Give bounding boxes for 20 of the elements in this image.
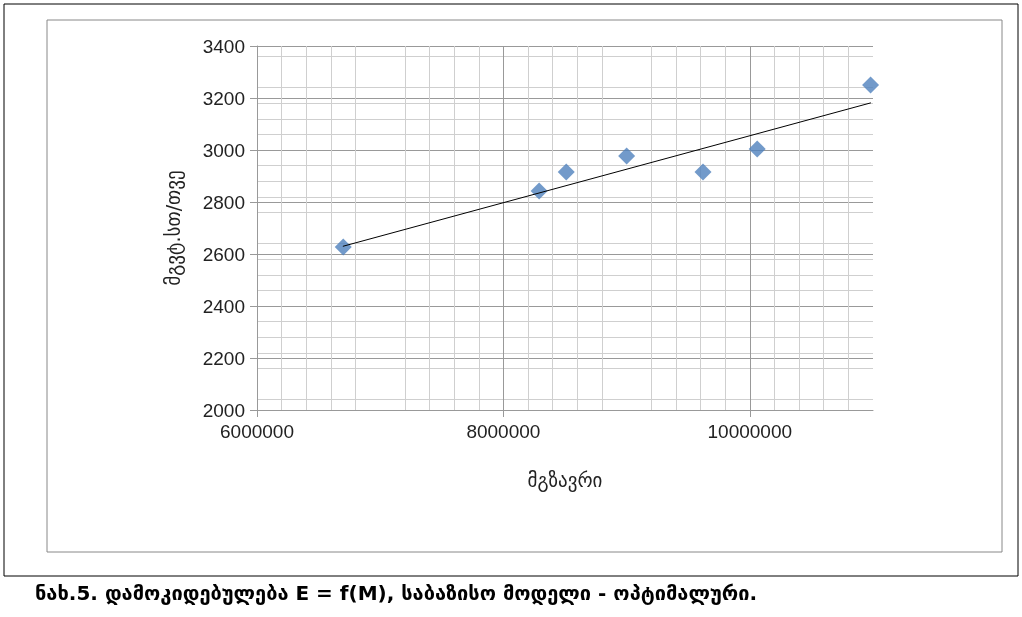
y-tick-label: 3400 [202, 35, 245, 57]
x-axis-title: მგზავრი [527, 468, 603, 492]
y-tick-label: 3200 [202, 87, 245, 109]
text: ნახ.5. დამოკიდებულება E = f(M), საბაზისო მოდელი - ოპტიმალური. [35, 581, 758, 605]
y-axis-title: მგვტ.სთ/თვე [161, 170, 185, 286]
y-tick-label: 3000 [202, 139, 245, 161]
point [334, 238, 352, 256]
point [862, 76, 880, 94]
point [694, 163, 712, 181]
y-tick-label: 2400 [202, 295, 245, 317]
x-tick-label: 10000000 [707, 421, 793, 442]
point [557, 163, 575, 181]
y-tick-label: 2000 [202, 399, 245, 421]
x-tick-label: 8000000 [466, 421, 541, 442]
y-tick-label: 2600 [202, 243, 245, 265]
y-tick-label: 2800 [202, 191, 245, 213]
point [618, 147, 636, 165]
y-tick-label: 2200 [202, 347, 245, 369]
x-tick-label: 6000000 [220, 421, 294, 442]
point [748, 140, 766, 158]
